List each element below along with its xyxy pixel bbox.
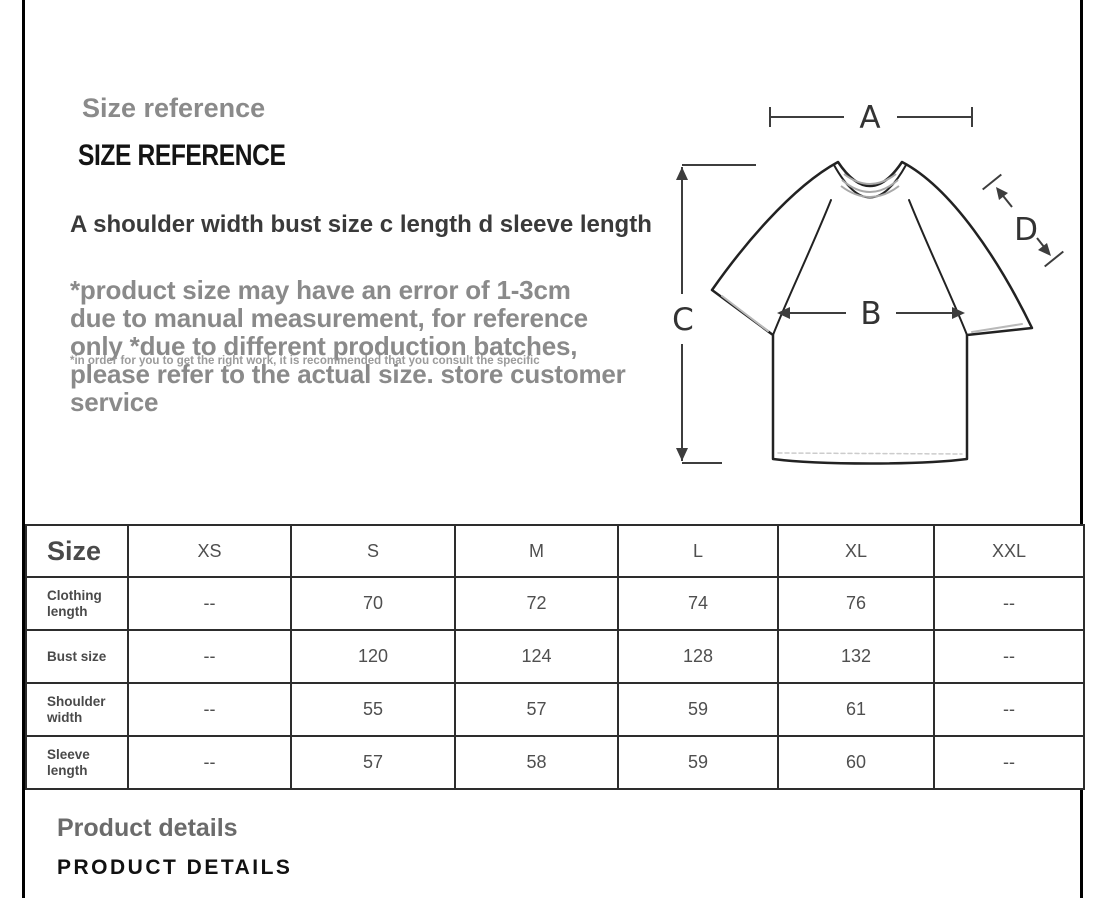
fine-print-note: *in order for you to get the right work,… — [70, 355, 540, 367]
size-disclaimer-line: *product size may have an error of 1-3cm — [70, 275, 571, 305]
dimension-label-d: D — [1014, 212, 1038, 248]
size-cell: -- — [127, 576, 292, 631]
size-cell: 128 — [617, 629, 779, 684]
row-label: Shoulder width — [25, 682, 129, 737]
measurement-legend: A shoulder width bust size c length d sl… — [70, 211, 652, 238]
row-label: Sleeve length — [25, 735, 129, 790]
page-edge-right — [1080, 0, 1083, 898]
size-disclaimer-line: please refer to the actual size. store c… — [70, 359, 626, 389]
size-disclaimer: *product size may have an error of 1-3cm… — [70, 276, 626, 416]
dimension-label-c: C — [672, 302, 694, 338]
size-table-title: Size — [25, 524, 129, 578]
size-cell: -- — [933, 735, 1085, 790]
size-col-header: XL — [777, 524, 935, 578]
dimension-c-lines — [681, 164, 756, 464]
size-col-header: XXL — [933, 524, 1085, 578]
size-disclaimer-line: only *due to different production batche… — [70, 331, 578, 361]
size-col-header: M — [454, 524, 619, 578]
sleeve-highlight-lines — [721, 295, 1023, 455]
size-cell: 61 — [777, 682, 935, 737]
product-details-heading: Product details — [57, 814, 238, 842]
collar-rib-lines — [840, 173, 900, 198]
size-cell: -- — [933, 629, 1085, 684]
size-cell: 59 — [617, 735, 779, 790]
size-reference-subheading: SIZE REFERENCE — [78, 139, 286, 172]
tshirt-outline — [710, 160, 1034, 465]
size-cell: 70 — [290, 576, 456, 631]
row-label: Clothing length — [25, 576, 129, 631]
size-table-header-row: Size XS S M L XL XXL — [25, 524, 1085, 578]
size-cell: -- — [933, 682, 1085, 737]
table-row: Sleeve length -- 57 58 59 60 -- — [25, 735, 1085, 790]
dimension-label-b: B — [860, 296, 881, 332]
size-col-header: L — [617, 524, 779, 578]
dimension-a-lines — [769, 107, 973, 127]
size-cell: 59 — [617, 682, 779, 737]
size-col-header: XS — [127, 524, 292, 578]
size-disclaimer-line: due to manual measurement, for reference — [70, 303, 588, 333]
size-cell: -- — [933, 576, 1085, 631]
size-cell: 58 — [454, 735, 619, 790]
tshirt-measurement-diagram: A C B D — [672, 100, 1064, 465]
size-cell: 132 — [777, 629, 935, 684]
size-cell: 55 — [290, 682, 456, 737]
size-disclaimer-line: service — [70, 387, 159, 417]
dimension-label-a: A — [859, 100, 880, 136]
size-cell: -- — [127, 682, 292, 737]
dimension-b-arrows — [777, 307, 965, 319]
dimension-d-arrows — [996, 187, 1051, 256]
product-details-subheading: PRODUCT DETAILS — [57, 856, 293, 879]
dimension-c-arrows — [676, 167, 688, 461]
size-cell: 60 — [777, 735, 935, 790]
size-cell: 120 — [290, 629, 456, 684]
size-table: Size XS S M L XL XXL Clothing length -- … — [25, 524, 1085, 790]
size-col-header: S — [290, 524, 456, 578]
size-cell: 57 — [454, 682, 619, 737]
table-row: Shoulder width -- 55 57 59 61 -- — [25, 682, 1085, 737]
size-cell: 57 — [290, 735, 456, 790]
table-row: Clothing length -- 70 72 74 76 -- — [25, 576, 1085, 631]
page-edge-left — [22, 0, 25, 898]
size-cell: 72 — [454, 576, 619, 631]
table-row: Bust size -- 120 124 128 132 -- — [25, 629, 1085, 684]
size-cell: 74 — [617, 576, 779, 631]
size-cell: -- — [127, 629, 292, 684]
size-reference-heading: Size reference — [82, 93, 266, 123]
size-cell: 76 — [777, 576, 935, 631]
row-label: Bust size — [25, 629, 129, 684]
size-cell: -- — [127, 735, 292, 790]
size-cell: 124 — [454, 629, 619, 684]
